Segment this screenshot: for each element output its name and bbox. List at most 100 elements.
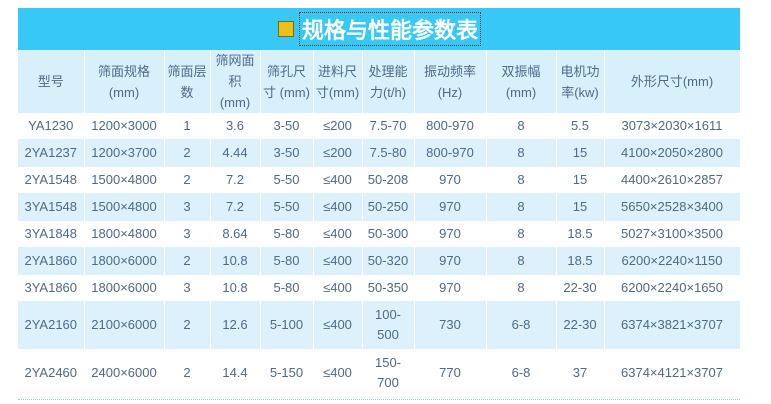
header-cell: 双振幅 (mm): [486, 50, 557, 113]
cell: 6374×4121×3707: [604, 349, 741, 397]
header-line: (Hz): [437, 84, 463, 100]
cell: 37: [556, 349, 605, 397]
cell: ≤400: [313, 221, 363, 247]
cell: 2YA2160: [18, 301, 85, 349]
cell: 15: [556, 193, 605, 221]
cell: 6-8: [486, 301, 557, 349]
header-line: 筛面规格: [97, 63, 150, 79]
cell: 2400×6000: [84, 349, 165, 397]
header-line: 寸(mm): [315, 84, 360, 100]
cell: 22-30: [556, 301, 605, 349]
cell: 2: [164, 247, 211, 275]
cell: 6-8: [486, 349, 557, 397]
cell: 970: [414, 221, 487, 247]
header-cell: 外形尺寸(mm): [604, 50, 741, 113]
cell: 1200×3700: [84, 139, 165, 167]
header-line: 型号: [37, 74, 64, 89]
header-cell: 进料尺寸(mm): [313, 50, 363, 113]
cell: ≤200: [313, 113, 363, 139]
cell: 4400×2610×2857: [604, 167, 741, 193]
data-row: YA1230 1200×3000 1 3.6 3-50 ≤200 7.5-70 800-970…: [18, 113, 741, 139]
cell: 3YA1860: [18, 275, 85, 301]
cell: 8: [486, 167, 557, 193]
cell: 5-50: [260, 167, 314, 193]
cell: ≤400: [313, 193, 363, 221]
cell: 970: [414, 247, 487, 275]
header-line: 筛面层: [167, 63, 207, 79]
header-line: 率(kw): [561, 84, 599, 100]
cell: 18.5: [556, 247, 605, 275]
cell: 3YA1848: [18, 221, 85, 247]
header-cell: 筛孔尺寸 (mm): [260, 50, 314, 113]
data-row: 2YA2460 2400×6000 2 14.4 5-150 ≤400 150-700 770…: [18, 349, 741, 397]
cell: 3-50: [260, 113, 314, 139]
icon: [277, 21, 294, 37]
cell: 18.5: [556, 221, 605, 247]
data-row: 2YA2160 2100×6000 2 12.6 5-100 ≤400 100-500 730…: [18, 301, 741, 349]
header-line: 双振幅: [501, 63, 541, 79]
cell: 5-100: [260, 301, 314, 349]
header-line: 筛网面: [215, 53, 255, 68]
cell: 8.64: [210, 221, 261, 247]
cell: 1800×4800: [84, 221, 165, 247]
cell: ≤400: [313, 275, 363, 301]
cell: 5027×3100×3500: [604, 221, 741, 247]
data-row: 2YA1548 1500×4800 2 7.2 5-50 ≤400 50-208 970 8 15…: [18, 167, 741, 193]
cell: 5.5: [556, 113, 605, 139]
cell: 50-250: [362, 193, 415, 221]
cell: 3: [164, 221, 211, 247]
cell: ≤400: [313, 301, 363, 349]
cell: 50-350: [362, 275, 415, 301]
cell: 4100×2050×2800: [604, 139, 741, 167]
cell: 7.2: [210, 167, 261, 193]
cell: 7.2: [210, 193, 261, 221]
cell: 7.5-80: [362, 139, 415, 167]
data-row: 3YA1860 1800×6000 3 10.8 5-80 ≤400 50-350 970 8 2…: [18, 275, 741, 301]
header-cell: 电机功率(kw): [556, 50, 605, 113]
cell: 2100×6000: [84, 301, 165, 349]
header-line: 电机功: [560, 63, 600, 79]
header-line: 力(t/h): [369, 84, 407, 100]
cell: 8: [486, 193, 557, 221]
header-cell: 型号: [18, 50, 85, 113]
cell: 3073×2030×1611: [604, 113, 741, 139]
cell: 5-80: [260, 275, 314, 301]
cell: 4.44: [210, 139, 261, 167]
cell: 8: [486, 221, 557, 247]
cell: 800-970: [414, 139, 487, 167]
cell: 2: [164, 167, 211, 193]
cell: 970: [414, 275, 487, 301]
title: 规格与性能参数表: [298, 12, 482, 46]
header-line: 筛孔尺: [266, 63, 306, 79]
cell: 2: [164, 301, 211, 349]
cell: 1200×3000: [84, 113, 165, 139]
cell: 2YA2460: [18, 349, 85, 397]
cell: 15: [556, 139, 605, 167]
cell: 5650×2528×3400: [604, 193, 741, 221]
data-row: 2YA1237 1200×3700 2 4.44 3-50 ≤200 7.5-80 800-9…: [18, 139, 741, 167]
cell: 3-50: [260, 139, 314, 167]
cell: 970: [414, 167, 487, 193]
data-row: 3YA1548 1500×4800 3 7.2 5-50 ≤400 50-250 970 8 15…: [18, 193, 741, 221]
cell: 8: [486, 139, 557, 167]
header-cell: 筛面层数: [164, 50, 211, 113]
cell: 5-80: [260, 247, 314, 275]
header-line: (mm): [505, 84, 537, 100]
cell: 6200×2240×1650: [604, 275, 741, 301]
cell: 8: [486, 247, 557, 275]
cell: 10.8: [210, 247, 261, 275]
cell: 15: [556, 167, 605, 193]
cell: 3: [164, 275, 211, 301]
cell: 1: [164, 113, 211, 139]
cell: 3YA1548: [18, 193, 85, 221]
header-line: 处理能: [368, 63, 408, 79]
cell: 2YA1548: [18, 167, 85, 193]
header-row: 型号 筛面规格 (mm) 筛面层数筛网面积 (mm) 筛孔尺寸 (mm) 进料尺 寸(mm)…: [18, 50, 741, 113]
cell: 6200×2240×1150: [604, 247, 741, 275]
cell: 1500×4800: [84, 167, 165, 193]
cell: 10.8: [210, 275, 261, 301]
header-line: 进料尺: [317, 63, 357, 79]
cell: YA1230: [18, 113, 85, 139]
cell: 50-320: [362, 247, 415, 275]
